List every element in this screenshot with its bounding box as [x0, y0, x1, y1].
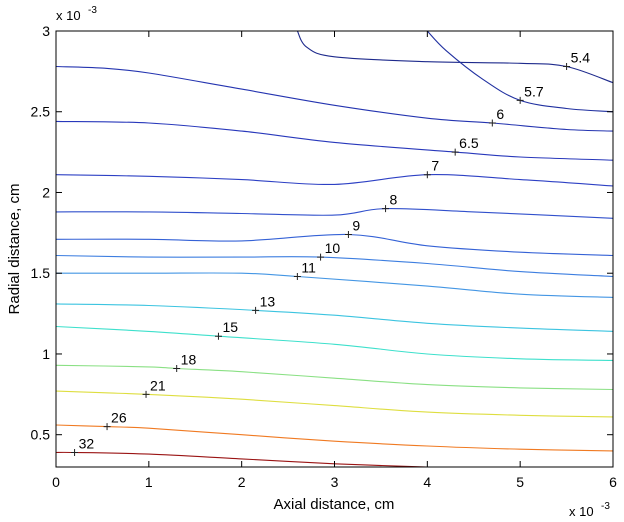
contour-marker-11 — [293, 272, 301, 280]
contour-marker-10 — [317, 253, 325, 261]
contour-label-26: 26 — [111, 410, 127, 426]
y-multiplier: x 10 — [56, 8, 81, 23]
contour-label-11: 11 — [301, 259, 316, 275]
axis-tick-labels: 0 1 2 3 4 5 6 0.5 1 1.5 2 2.5 3 — [31, 23, 618, 490]
contour-marker-15 — [214, 332, 222, 340]
contour-marker-5.7 — [516, 96, 524, 104]
contour-label-5.4: 5.4 — [571, 50, 591, 66]
x-tick-label: 5 — [516, 474, 524, 490]
contour-line-7 — [55, 174, 614, 187]
contour-line-6.5 — [55, 120, 614, 161]
contour-lines — [55, 30, 614, 468]
contour-label-6.5: 6.5 — [459, 135, 479, 151]
x-tick-label: 0 — [52, 474, 60, 490]
contour-marker-6.5 — [451, 148, 459, 156]
contour-marker-5.4 — [563, 63, 571, 71]
x-tick-label: 3 — [331, 474, 339, 490]
contour-line-6 — [55, 65, 614, 132]
contour-line-11 — [55, 272, 614, 298]
contour-label-13: 13 — [260, 293, 276, 309]
y-exponent: -3 — [88, 5, 97, 16]
x-tick-label: 4 — [423, 474, 431, 490]
y-tick-label: 3 — [42, 23, 50, 39]
x-tick-label: 2 — [238, 474, 246, 490]
x-multiplier: x 10 — [569, 504, 594, 519]
contour-label-21: 21 — [150, 377, 166, 393]
y-tick-label: 0.5 — [31, 427, 51, 443]
contour-line-15 — [55, 325, 614, 361]
contour-marker-13 — [252, 306, 260, 314]
contour-level-labels: 5.4 5.7 6 6.5 7 8 9 10 11 13 15 18 21 26 32 — [79, 50, 591, 452]
y-axis-label: Radial distance, cm — [6, 184, 23, 315]
y-tick-label: 1 — [42, 346, 50, 362]
contour-label-7: 7 — [431, 158, 439, 174]
contour-line-8 — [55, 207, 614, 219]
contour-label-5.7: 5.7 — [524, 83, 544, 99]
contour-line-18 — [55, 364, 614, 391]
x-exponent: -3 — [601, 501, 610, 512]
contour-line-26 — [55, 424, 614, 452]
contour-marker-7 — [423, 171, 431, 179]
y-tick-label: 2 — [42, 184, 50, 200]
contour-marker-8 — [382, 205, 390, 213]
contour-marker-9 — [344, 230, 352, 238]
contour-label-9: 9 — [352, 217, 360, 233]
contour-label-6: 6 — [496, 106, 504, 122]
contour-marker-26 — [103, 423, 111, 431]
contour-label-8: 8 — [390, 192, 398, 208]
y-tick-label: 2.5 — [31, 104, 51, 120]
x-tick-label: 1 — [145, 474, 153, 490]
contour-line-5.7 — [426, 30, 614, 113]
contour-marker-32 — [71, 448, 79, 456]
contour-label-10: 10 — [325, 240, 341, 256]
y-axis-exponent: x 10 -3 — [56, 5, 97, 23]
contour-line-13 — [55, 303, 614, 332]
contour-marker-6 — [488, 119, 496, 127]
contour-label-markers — [71, 63, 571, 456]
contour-line-21 — [55, 390, 614, 418]
contour-marker-21 — [142, 390, 150, 398]
contour-label-32: 32 — [79, 435, 95, 451]
contour-label-18: 18 — [181, 351, 197, 367]
x-axis-exponent: x 10 -3 — [569, 501, 610, 519]
y-tick-label: 1.5 — [31, 265, 51, 281]
contour-label-15: 15 — [222, 319, 238, 335]
x-tick-label: 6 — [609, 474, 617, 490]
contour-marker-18 — [173, 364, 181, 372]
axis-ticks — [55, 30, 614, 467]
x-axis-label: Axial distance, cm — [274, 496, 395, 513]
